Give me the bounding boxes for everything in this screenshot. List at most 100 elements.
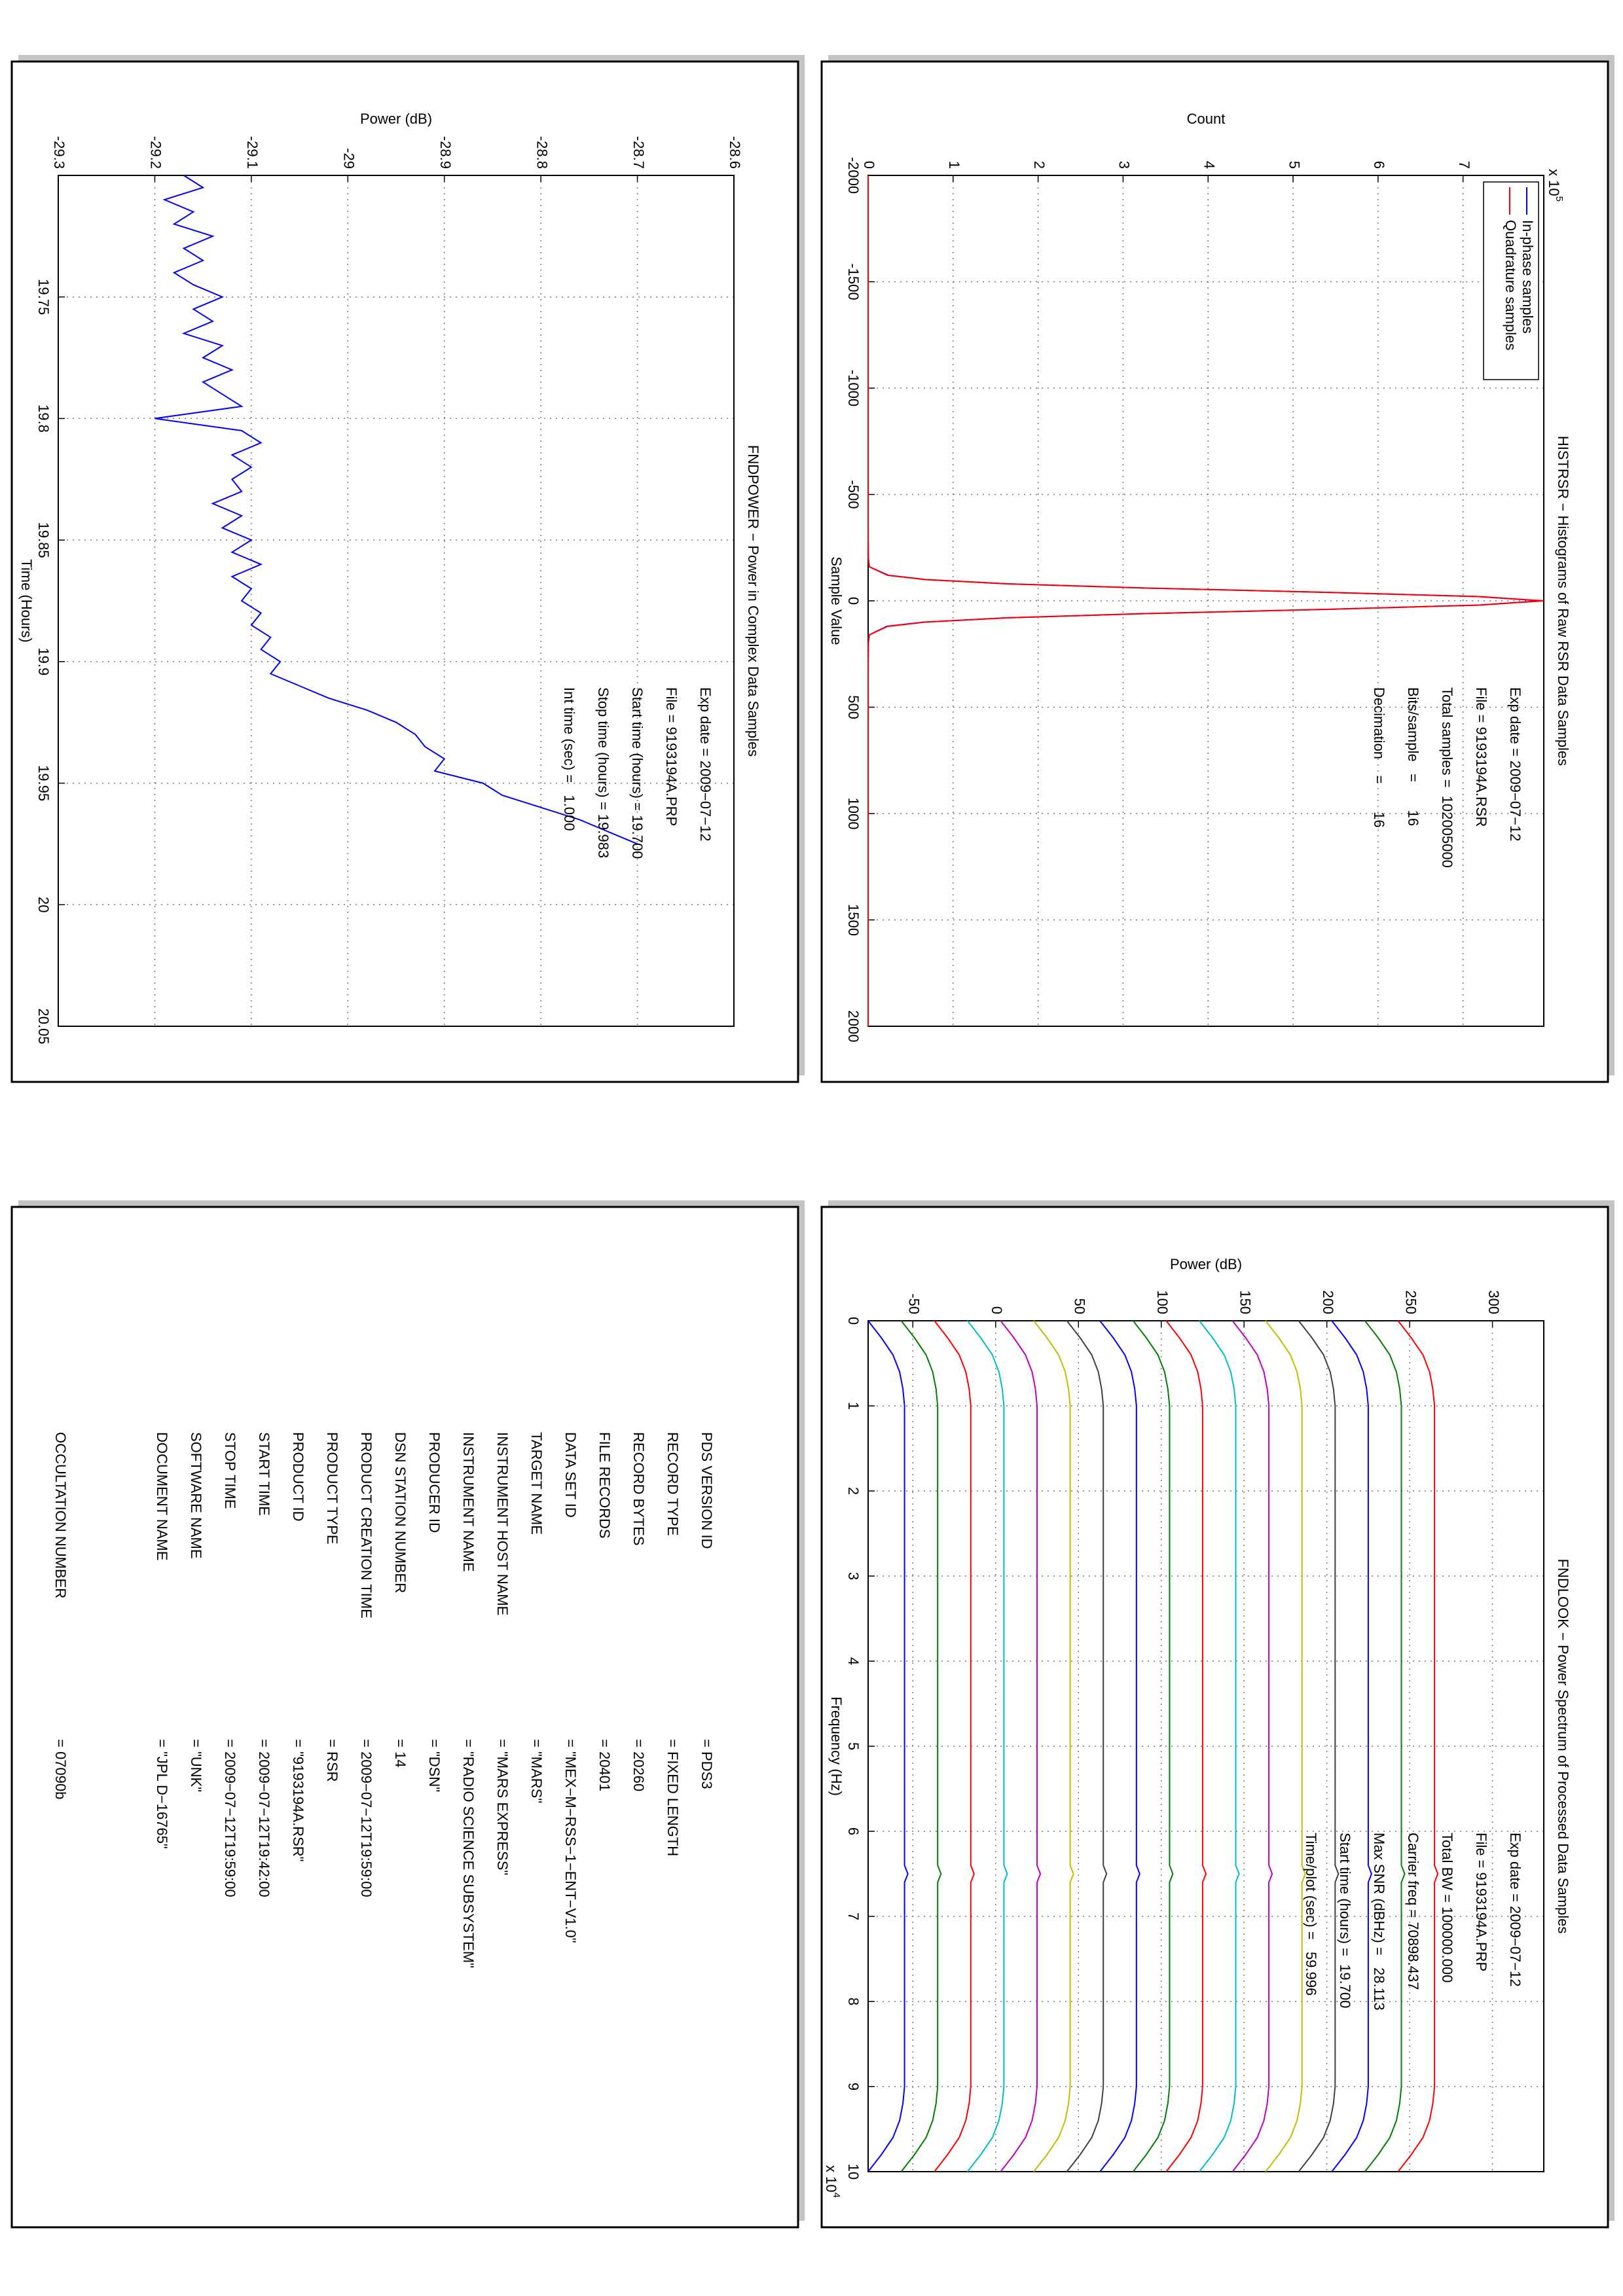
x-tick-label: 1000: [845, 798, 862, 830]
label-value: = "RADIO SCIENCE SUBSYSTEM": [460, 1739, 477, 1968]
legend-label: In-phase samples: [1520, 220, 1536, 334]
data-line: [1298, 1320, 1340, 2172]
y-tick-label: 4: [1201, 161, 1217, 169]
axis-multiplier: x 105: [1546, 169, 1565, 202]
label-value: = "9193194A.RSR": [290, 1739, 306, 1861]
annotation: Time/plot (sec) = 59.996: [1303, 1833, 1319, 1996]
y-tick-label: -50: [905, 1293, 922, 1314]
panel-content: -2000 -1500 -1000 -500 0 500 1000 1500 2000 0 1 2 3 4…: [828, 111, 1571, 1043]
x-tick-label: 10: [845, 2164, 862, 2179]
legend-box: [1483, 181, 1539, 380]
y-tick-label: -29.3: [51, 136, 67, 169]
y-tick-label: 6: [1371, 161, 1387, 169]
x-tick-label: 19.8: [35, 404, 52, 433]
label-key: RECORD TYPE: [665, 1432, 681, 1536]
axis-multiplier-exponent: 4: [831, 2193, 842, 2198]
label-key: SOFTWARE NAME: [188, 1432, 204, 1559]
annotation: File = 9193194A.PRP: [1473, 1833, 1489, 1971]
x-tick-label: 8: [845, 1998, 862, 2005]
label-value: = 20401: [596, 1739, 613, 1791]
plot-frame: [867, 1320, 1544, 2172]
y-tick-label: 0: [989, 1306, 1005, 1314]
annotation: Bits/sample = 16: [1405, 687, 1421, 826]
annotation: Exp date = 2009−07−12: [697, 687, 714, 842]
x-tick-label: 2: [845, 1487, 862, 1495]
annotation: Exp date = 2009−07−12: [1507, 687, 1523, 842]
y-tick-label: 5: [1286, 161, 1302, 169]
plot-frame: [58, 175, 735, 1027]
y-tick-label: 50: [1071, 1299, 1087, 1314]
y-axis-label: Power (dB): [1170, 1256, 1242, 1272]
x-tick-label: -1000: [845, 370, 862, 406]
x-tick-label: 0: [845, 1317, 862, 1325]
x-tick-label: 20.05: [35, 1008, 52, 1044]
y-tick-label: -29.2: [148, 136, 164, 169]
label-value: = "MARS": [528, 1739, 545, 1803]
label-key: DSN STATION NUMBER: [392, 1432, 409, 1593]
label-key: INSTRUMENT HOST NAME: [494, 1432, 511, 1615]
panel-content: 0 1 2 3 4 5 6 7 8 9 10 -50 0 50 100 150 200 250 300 FNDLOOK…: [823, 1256, 1571, 2198]
y-tick-label: 100: [1154, 1290, 1171, 1314]
label-key: DOCUMENT NAME: [154, 1432, 170, 1560]
data-line: [1132, 1320, 1174, 2172]
y-tick-label: 200: [1320, 1290, 1336, 1314]
y-tick-label: -29: [340, 148, 357, 169]
data-line: [1397, 1320, 1439, 2172]
label-key: TARGET NAME: [528, 1432, 545, 1535]
annotation: Total samples = 102005000: [1439, 687, 1455, 868]
label-value: = "UNK": [188, 1739, 204, 1792]
label-key: PDS VERSION ID: [699, 1432, 715, 1549]
y-tick-label: -28.8: [534, 136, 550, 169]
label-value: = 20260: [630, 1739, 647, 1791]
label-key: FILE RECORDS: [596, 1432, 613, 1539]
x-tick-label: -500: [845, 480, 862, 509]
data-line: [1000, 1320, 1042, 2172]
annotation: File = 9193194A.RSR: [1473, 687, 1489, 827]
data-line: [867, 1320, 909, 2172]
chart-title: FNDLOOK − Power Spectrum of Processed Da…: [1555, 1559, 1571, 1934]
data-line: [1331, 1320, 1372, 2172]
x-tick-label: 7: [845, 1912, 862, 1920]
label-value: = "MEX−M−RSS−1−ENT−V1.0": [562, 1739, 579, 1943]
y-tick-label: 150: [1237, 1290, 1253, 1314]
x-axis-label: Sample Value: [828, 556, 845, 645]
label-value: = RSR: [324, 1739, 340, 1782]
x-axis-label: Frequency (Hz): [828, 1696, 845, 1796]
panel-content: PDS VERSION ID = PDS3 RECORD TYPE = FIXED L…: [52, 1432, 715, 1968]
data-line: [1364, 1320, 1406, 2172]
x-tick-label: 19.85: [35, 522, 52, 558]
x-tick-label: 20: [35, 897, 52, 912]
x-axis-label: Time (Hours): [18, 559, 35, 643]
annotation: Total BW = 100000.000: [1439, 1833, 1455, 1982]
annotation: File = 9193194A.PRP: [663, 687, 680, 826]
panel: [10, 60, 799, 1083]
label-key: PRODUCER ID: [426, 1432, 443, 1533]
data-line: [1099, 1320, 1140, 2172]
x-tick-label: 6: [845, 1827, 862, 1835]
label-key: INSTRUMENT NAME: [460, 1432, 477, 1572]
y-tick-label: -28.7: [630, 136, 647, 169]
label-value: = 14: [392, 1739, 409, 1767]
y-axis-label: Power (dB): [360, 111, 432, 127]
label-key: PRODUCT CREATION TIME: [358, 1432, 374, 1619]
label-key: START TIME: [256, 1432, 272, 1516]
label-value: = 07090b: [52, 1739, 69, 1799]
panel: [820, 1206, 1609, 2229]
x-tick-label: -1500: [845, 263, 862, 300]
data-line: [1199, 1320, 1240, 2172]
chart-title: HISTRSR − Histograms of Raw RSR Data Sam…: [1555, 436, 1571, 766]
data-line: [1231, 1320, 1273, 2172]
y-tick-label: 300: [1486, 1290, 1502, 1314]
x-tick-label: 3: [845, 1572, 862, 1580]
y-axis-label: Count: [1187, 111, 1226, 127]
label-value: = 2009−07−12T19:42:00: [256, 1739, 272, 1897]
label-key: OCCULTATION NUMBER: [52, 1432, 69, 1598]
data-line: [155, 175, 638, 845]
panel-content: 19.75 19.8 19.85 19.9 19.95 20 20.05 -29.3 -29.2…: [18, 111, 761, 1045]
annotation: Decimation = 16: [1371, 687, 1387, 828]
x-tick-label: 9: [845, 2083, 862, 2090]
y-tick-label: -28.9: [437, 136, 454, 169]
label-value: = "JPL D−16765": [154, 1739, 170, 1849]
data-line: [1033, 1320, 1074, 2172]
